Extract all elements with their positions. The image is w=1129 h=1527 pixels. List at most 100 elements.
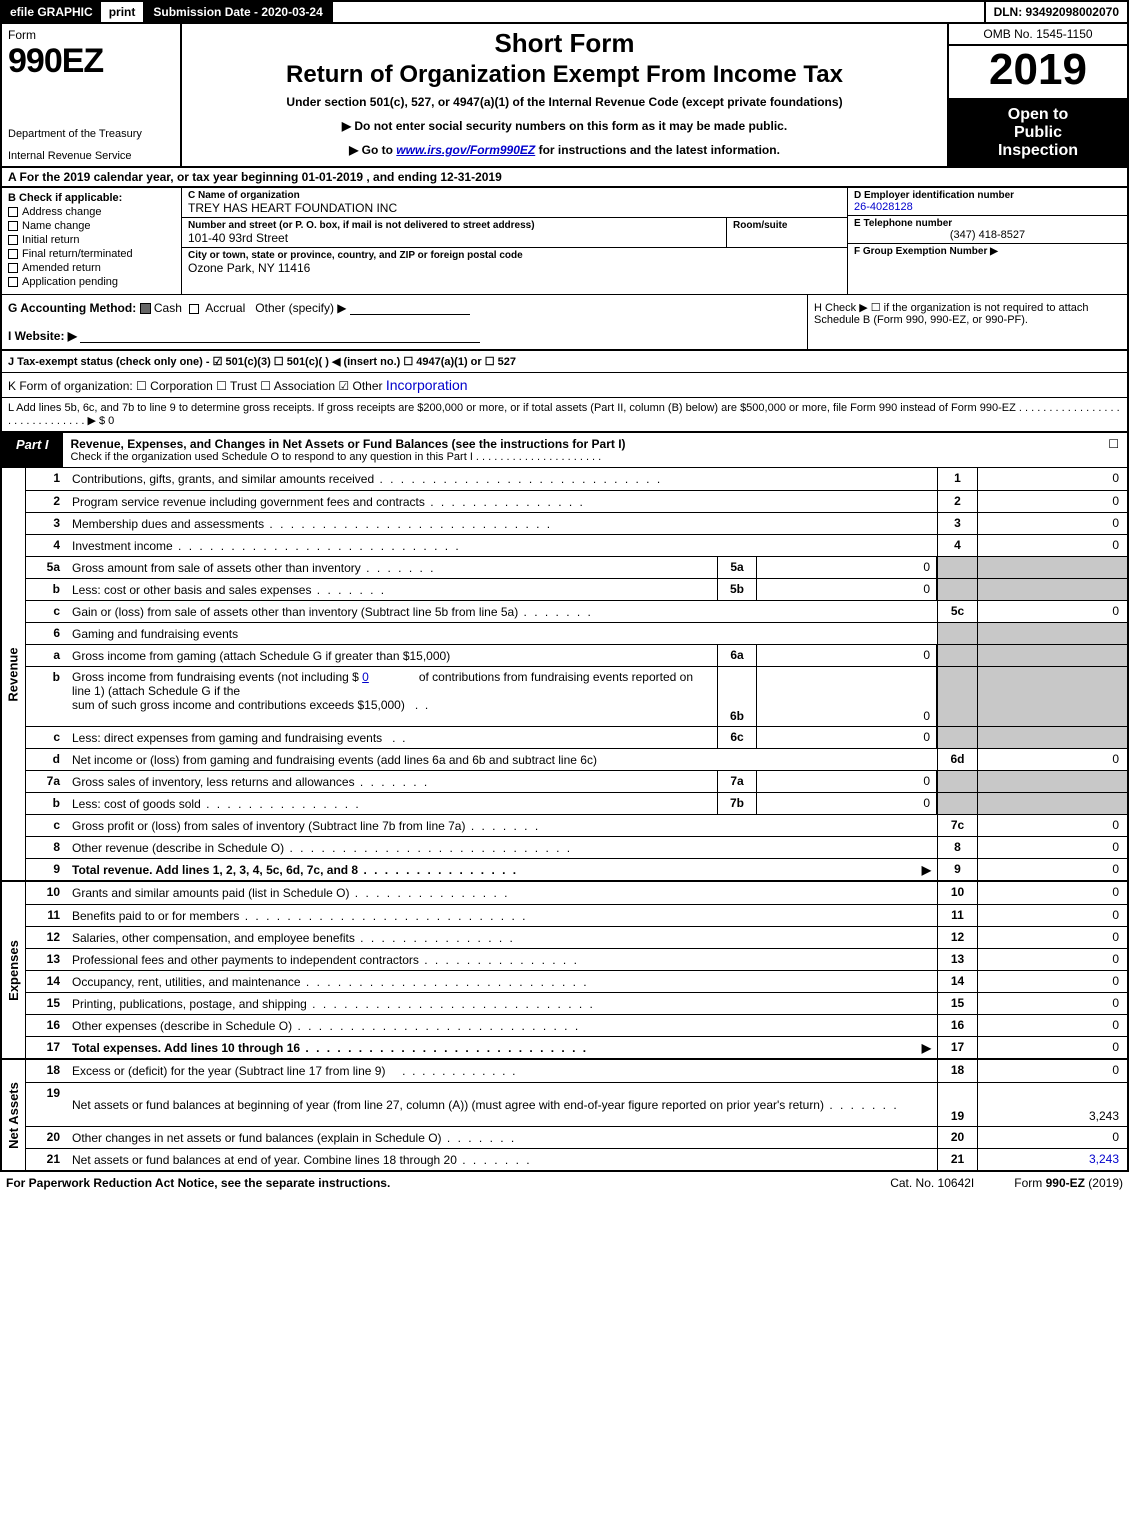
revenue-lines: 1 Contributions, gifts, grants, and simi… — [26, 468, 1127, 880]
chk-label: Initial return — [22, 234, 79, 246]
line-subval: 0 — [757, 557, 937, 578]
chk-name-change[interactable]: Name change — [8, 220, 175, 232]
group-exemption-cell: F Group Exemption Number ▶ — [848, 244, 1127, 259]
line-subnum: 5b — [717, 579, 757, 600]
g-cash: Cash — [154, 301, 182, 315]
line-rval: 0 — [977, 971, 1127, 992]
row-i-label: I Website: ▶ — [8, 329, 77, 343]
line-num: 11 — [26, 905, 66, 926]
footer-r-post: (2019) — [1085, 1176, 1123, 1190]
footer-r-pre: Form — [1014, 1176, 1045, 1190]
print-button[interactable]: print — [101, 2, 146, 22]
line-desc: Professional fees and other payments to … — [66, 949, 937, 970]
line-subnum: 6b — [717, 667, 757, 726]
line-13: 13 Professional fees and other payments … — [26, 948, 1127, 970]
line-9: 9 Total revenue. Add lines 1, 2, 3, 4, 5… — [26, 858, 1127, 880]
chk-amended-return[interactable]: Amended return — [8, 262, 175, 274]
line-num: 21 — [26, 1149, 66, 1170]
line-rnum — [937, 579, 977, 600]
line-rnum: 15 — [937, 993, 977, 1014]
chk-label: Address change — [22, 206, 102, 218]
line-rval — [977, 793, 1127, 814]
group-exemption-label: F Group Exemption Number ▶ — [854, 246, 1121, 257]
line-desc: Net assets or fund balances at end of ye… — [66, 1149, 937, 1170]
city-cell: City or town, state or province, country… — [182, 248, 847, 277]
checkbox-icon — [8, 277, 18, 287]
line-num: 5a — [26, 557, 66, 578]
line-rval: 0 — [977, 815, 1127, 836]
line-num: 20 — [26, 1127, 66, 1148]
efile-label: efile GRAPHIC — [2, 2, 101, 22]
line-rval: 0 — [977, 993, 1127, 1014]
line-subnum: 7a — [717, 771, 757, 792]
line-1: 1 Contributions, gifts, grants, and simi… — [26, 468, 1127, 490]
instruction-1: ▶ Do not enter social security numbers o… — [190, 119, 939, 133]
row-l: L Add lines 5b, 6c, and 7b to line 9 to … — [0, 398, 1129, 433]
line-rnum: 4 — [937, 535, 977, 556]
line-rval — [977, 727, 1127, 748]
dept-irs: Internal Revenue Service — [8, 150, 174, 162]
line-rnum: 18 — [937, 1060, 977, 1082]
expenses-lines: 10 Grants and similar amounts paid (list… — [26, 882, 1127, 1058]
line-rnum — [937, 727, 977, 748]
line-rval: 0 — [977, 1127, 1127, 1148]
line-num: 13 — [26, 949, 66, 970]
room-label: Room/suite — [733, 220, 841, 231]
checkbox-icon — [8, 207, 18, 217]
line-rval — [977, 667, 1127, 726]
open-line-2: Public — [953, 124, 1123, 142]
line-rval: 0 — [977, 927, 1127, 948]
line-17: 17 Total expenses. Add lines 10 through … — [26, 1036, 1127, 1058]
line-num: 18 — [26, 1060, 66, 1082]
line-subval: 0 — [757, 771, 937, 792]
line-14: 14 Occupancy, rent, utilities, and maint… — [26, 970, 1127, 992]
chk-final-return[interactable]: Final return/terminated — [8, 248, 175, 260]
net-assets-tab: Net Assets — [2, 1060, 26, 1170]
page-footer: For Paperwork Reduction Act Notice, see … — [0, 1172, 1129, 1194]
g-accrual: Accrual — [205, 301, 245, 315]
line-num: 8 — [26, 837, 66, 858]
part-1-check[interactable]: ☐ — [1077, 433, 1127, 467]
g-other-field[interactable] — [350, 301, 470, 315]
open-line-1: Open to — [953, 106, 1123, 124]
line-num: 10 — [26, 882, 66, 904]
row-k-pre: K Form of organization: ☐ Corporation ☐ … — [8, 379, 386, 393]
line-7a: 7a Gross sales of inventory, less return… — [26, 770, 1127, 792]
line-num: 9 — [26, 859, 66, 880]
revenue-tab: Revenue — [2, 468, 26, 880]
checkbox-icon — [189, 304, 199, 314]
website-field[interactable] — [80, 329, 480, 343]
chk-label: Final return/terminated — [22, 248, 133, 260]
chk-application-pending[interactable]: Application pending — [8, 276, 175, 288]
line-rval — [977, 579, 1127, 600]
room-suite: Room/suite — [727, 218, 847, 247]
expenses-tab-label: Expenses — [6, 940, 21, 1001]
box-c: C Name of organization TREY HAS HEART FO… — [182, 188, 847, 294]
ein-label: D Employer identification number — [854, 190, 1121, 201]
chk-initial-return[interactable]: Initial return — [8, 234, 175, 246]
line-rnum: 16 — [937, 1015, 977, 1036]
line-desc: Investment income — [66, 535, 937, 556]
chk-address-change[interactable]: Address change — [8, 206, 175, 218]
line-desc: Membership dues and assessments — [66, 513, 937, 534]
footer-r-form: 990-EZ — [1046, 1176, 1085, 1190]
instruction-2: ▶ Go to www.irs.gov/Form990EZ for instru… — [190, 143, 939, 157]
checkbox-filled-icon — [140, 303, 151, 314]
line-desc: Printing, publications, postage, and shi… — [66, 993, 937, 1014]
row-k-value: Incorporation — [386, 377, 468, 393]
line-desc: Less: cost of goods sold — [66, 793, 717, 814]
box-d: D Employer identification number 26-4028… — [847, 188, 1127, 294]
irs-link[interactable]: www.irs.gov/Form990EZ — [396, 143, 535, 157]
line-8: 8 Other revenue (describe in Schedule O)… — [26, 836, 1127, 858]
line-desc: Less: direct expenses from gaming and fu… — [66, 727, 717, 748]
line-a-text: A For the 2019 calendar year, or tax yea… — [8, 170, 502, 184]
line-num: 12 — [26, 927, 66, 948]
open-to-public: Open to Public Inspection — [949, 100, 1127, 166]
line-rnum: 9 — [937, 859, 977, 880]
form-word: Form — [8, 28, 174, 42]
spacer — [333, 2, 984, 22]
line-rnum: 8 — [937, 837, 977, 858]
header-right: OMB No. 1545-1150 2019 Open to Public In… — [947, 24, 1127, 166]
return-title: Return of Organization Exempt From Incom… — [190, 61, 939, 89]
line-rval — [977, 771, 1127, 792]
